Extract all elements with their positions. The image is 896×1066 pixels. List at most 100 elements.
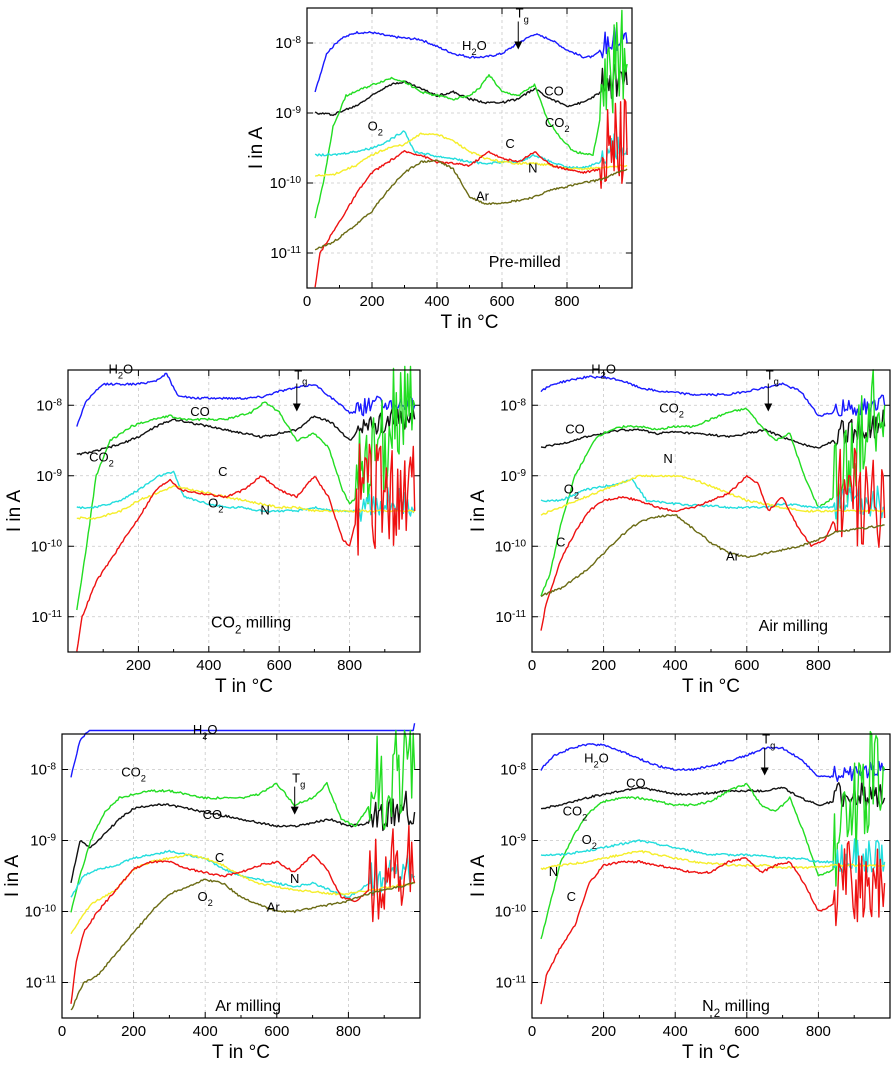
y-tick-label: 10-10 xyxy=(31,538,63,556)
series-line-co2 xyxy=(314,9,628,219)
y-axis-title: I in A xyxy=(246,127,267,170)
series-line-h2o xyxy=(70,723,416,778)
x-tick-label: 600 xyxy=(489,293,514,310)
y-tick-label: 10-9 xyxy=(36,467,62,485)
chart-panel-4: 0 200 400 600 800 10-8 10-9 10-10 10-11 H2O CO CO2 O… xyxy=(2,722,421,1063)
y-axis-title: I in A xyxy=(468,490,489,533)
y-tick-label: 10-9 xyxy=(275,105,301,123)
x-tick-label: 0 xyxy=(303,293,311,310)
x-tick-label: 800 xyxy=(554,293,579,310)
x-tick-label: 600 xyxy=(734,657,759,674)
x-tick-label: 800 xyxy=(806,657,831,674)
x-tick-label: 400 xyxy=(663,1023,688,1040)
x-tick-label: 400 xyxy=(424,293,449,310)
y-tick-label: 10-11 xyxy=(270,245,301,263)
series-label-ar: Ar xyxy=(726,548,740,563)
tg-arrow-head xyxy=(290,806,299,815)
series-line-ar xyxy=(70,878,415,1011)
series-label-h2o: H2O xyxy=(591,362,616,381)
series-line-co xyxy=(314,62,628,117)
series-label-co2: CO2 xyxy=(121,765,146,784)
series-label-c: C xyxy=(556,534,565,549)
series-line-o2 xyxy=(540,478,885,520)
series-line-ar xyxy=(540,514,885,598)
series-line-c xyxy=(70,825,416,1004)
series-line-n xyxy=(540,474,885,516)
series-label-co2: CO2 xyxy=(659,400,684,419)
tg-arrow-head xyxy=(760,767,769,776)
x-tick-label: 600 xyxy=(267,657,292,674)
y-tick-label: 10-10 xyxy=(495,538,527,556)
tg-arrow-head xyxy=(514,41,523,50)
series-line-h2o xyxy=(540,375,886,417)
series-line-c xyxy=(76,443,416,652)
tg-label: Tg xyxy=(292,771,305,790)
series-line-h2o xyxy=(76,372,416,427)
series-label-o2: O2 xyxy=(208,495,223,514)
tg-arrow-head xyxy=(764,403,773,412)
series-label-c: C xyxy=(567,889,576,904)
series-line-co2 xyxy=(540,730,886,940)
y-tick-label: 10-11 xyxy=(25,974,56,992)
series-label-n: N xyxy=(549,864,558,879)
series-line-c xyxy=(540,447,886,631)
x-tick-label: 200 xyxy=(591,657,616,674)
panel-title: N2 milling xyxy=(702,998,770,1020)
series-line-n xyxy=(70,853,415,935)
series-label-co2: CO2 xyxy=(563,804,588,823)
series-line-co xyxy=(70,790,416,884)
plot-frame xyxy=(67,369,421,653)
y-tick-label: 10-11 xyxy=(495,974,526,992)
plot-frame xyxy=(531,369,891,653)
series-label-n: N xyxy=(290,871,299,886)
y-axis-title: I in A xyxy=(2,855,23,898)
y-tick-label: 10-8 xyxy=(500,761,526,779)
x-tick-label: 0 xyxy=(528,1023,536,1040)
series-label-c: C xyxy=(505,136,514,151)
series-line-o2 xyxy=(540,838,886,875)
chart-panel-1: 0 200 400 600 800 10-8 10-9 10-10 10-11 H2O CO CO2 O… xyxy=(246,6,633,333)
x-axis-title: T in °C xyxy=(212,1042,270,1063)
tg-arrow-head xyxy=(292,403,301,412)
x-tick-label: 800 xyxy=(336,1023,361,1040)
plot-frame xyxy=(531,733,891,1019)
x-tick-label: 200 xyxy=(121,1023,146,1040)
x-tick-label: 800 xyxy=(337,657,362,674)
series-line-co xyxy=(76,408,416,456)
x-tick-label: 800 xyxy=(806,1023,831,1040)
series-label-c: C xyxy=(215,850,224,865)
series-label-co: CO xyxy=(190,404,210,419)
series-line-co2 xyxy=(70,729,416,913)
tg-label: Tg xyxy=(294,368,307,387)
y-tick-label: 10-8 xyxy=(275,35,301,53)
series-line-o2 xyxy=(70,849,416,899)
series-label-h2o: H2O xyxy=(193,722,218,741)
series-line-c xyxy=(540,840,886,1005)
x-tick-label: 600 xyxy=(264,1023,289,1040)
panel-title: CO2 milling xyxy=(211,614,291,636)
chart-panel-3: 0 200 400 600 800 10-8 10-9 10-10 10-11 H2O CO CO2 O… xyxy=(468,362,891,697)
series-label-ar: Ar xyxy=(267,900,281,915)
x-axis-title: T in °C xyxy=(215,676,273,697)
series-line-c xyxy=(314,98,628,288)
series-line-n xyxy=(314,132,628,177)
series-label-o2: O2 xyxy=(564,481,579,500)
x-tick-label: 600 xyxy=(734,1023,759,1040)
x-tick-label: 200 xyxy=(126,657,151,674)
x-tick-label: 200 xyxy=(359,293,384,310)
y-tick-label: 10-9 xyxy=(500,832,526,850)
series-label-n: N xyxy=(528,161,537,176)
tg-label: Tg xyxy=(766,368,779,387)
series-label-co: CO xyxy=(544,84,564,99)
series-label-ar: Ar xyxy=(476,189,490,204)
x-tick-label: 0 xyxy=(58,1023,66,1040)
series-label-o2: O2 xyxy=(198,889,213,908)
chart-panel-2: 200 400 600 800 10-8 10-9 10-10 10-11 H2O CO CO2 O2… xyxy=(4,362,421,697)
y-tick-label: 10-8 xyxy=(500,397,526,415)
series-label-co2: CO2 xyxy=(545,115,570,134)
y-tick-label: 10-11 xyxy=(31,608,62,626)
x-tick-label: 400 xyxy=(196,657,221,674)
x-tick-label: 400 xyxy=(663,657,688,674)
panel-title: Ar milling xyxy=(215,998,281,1015)
